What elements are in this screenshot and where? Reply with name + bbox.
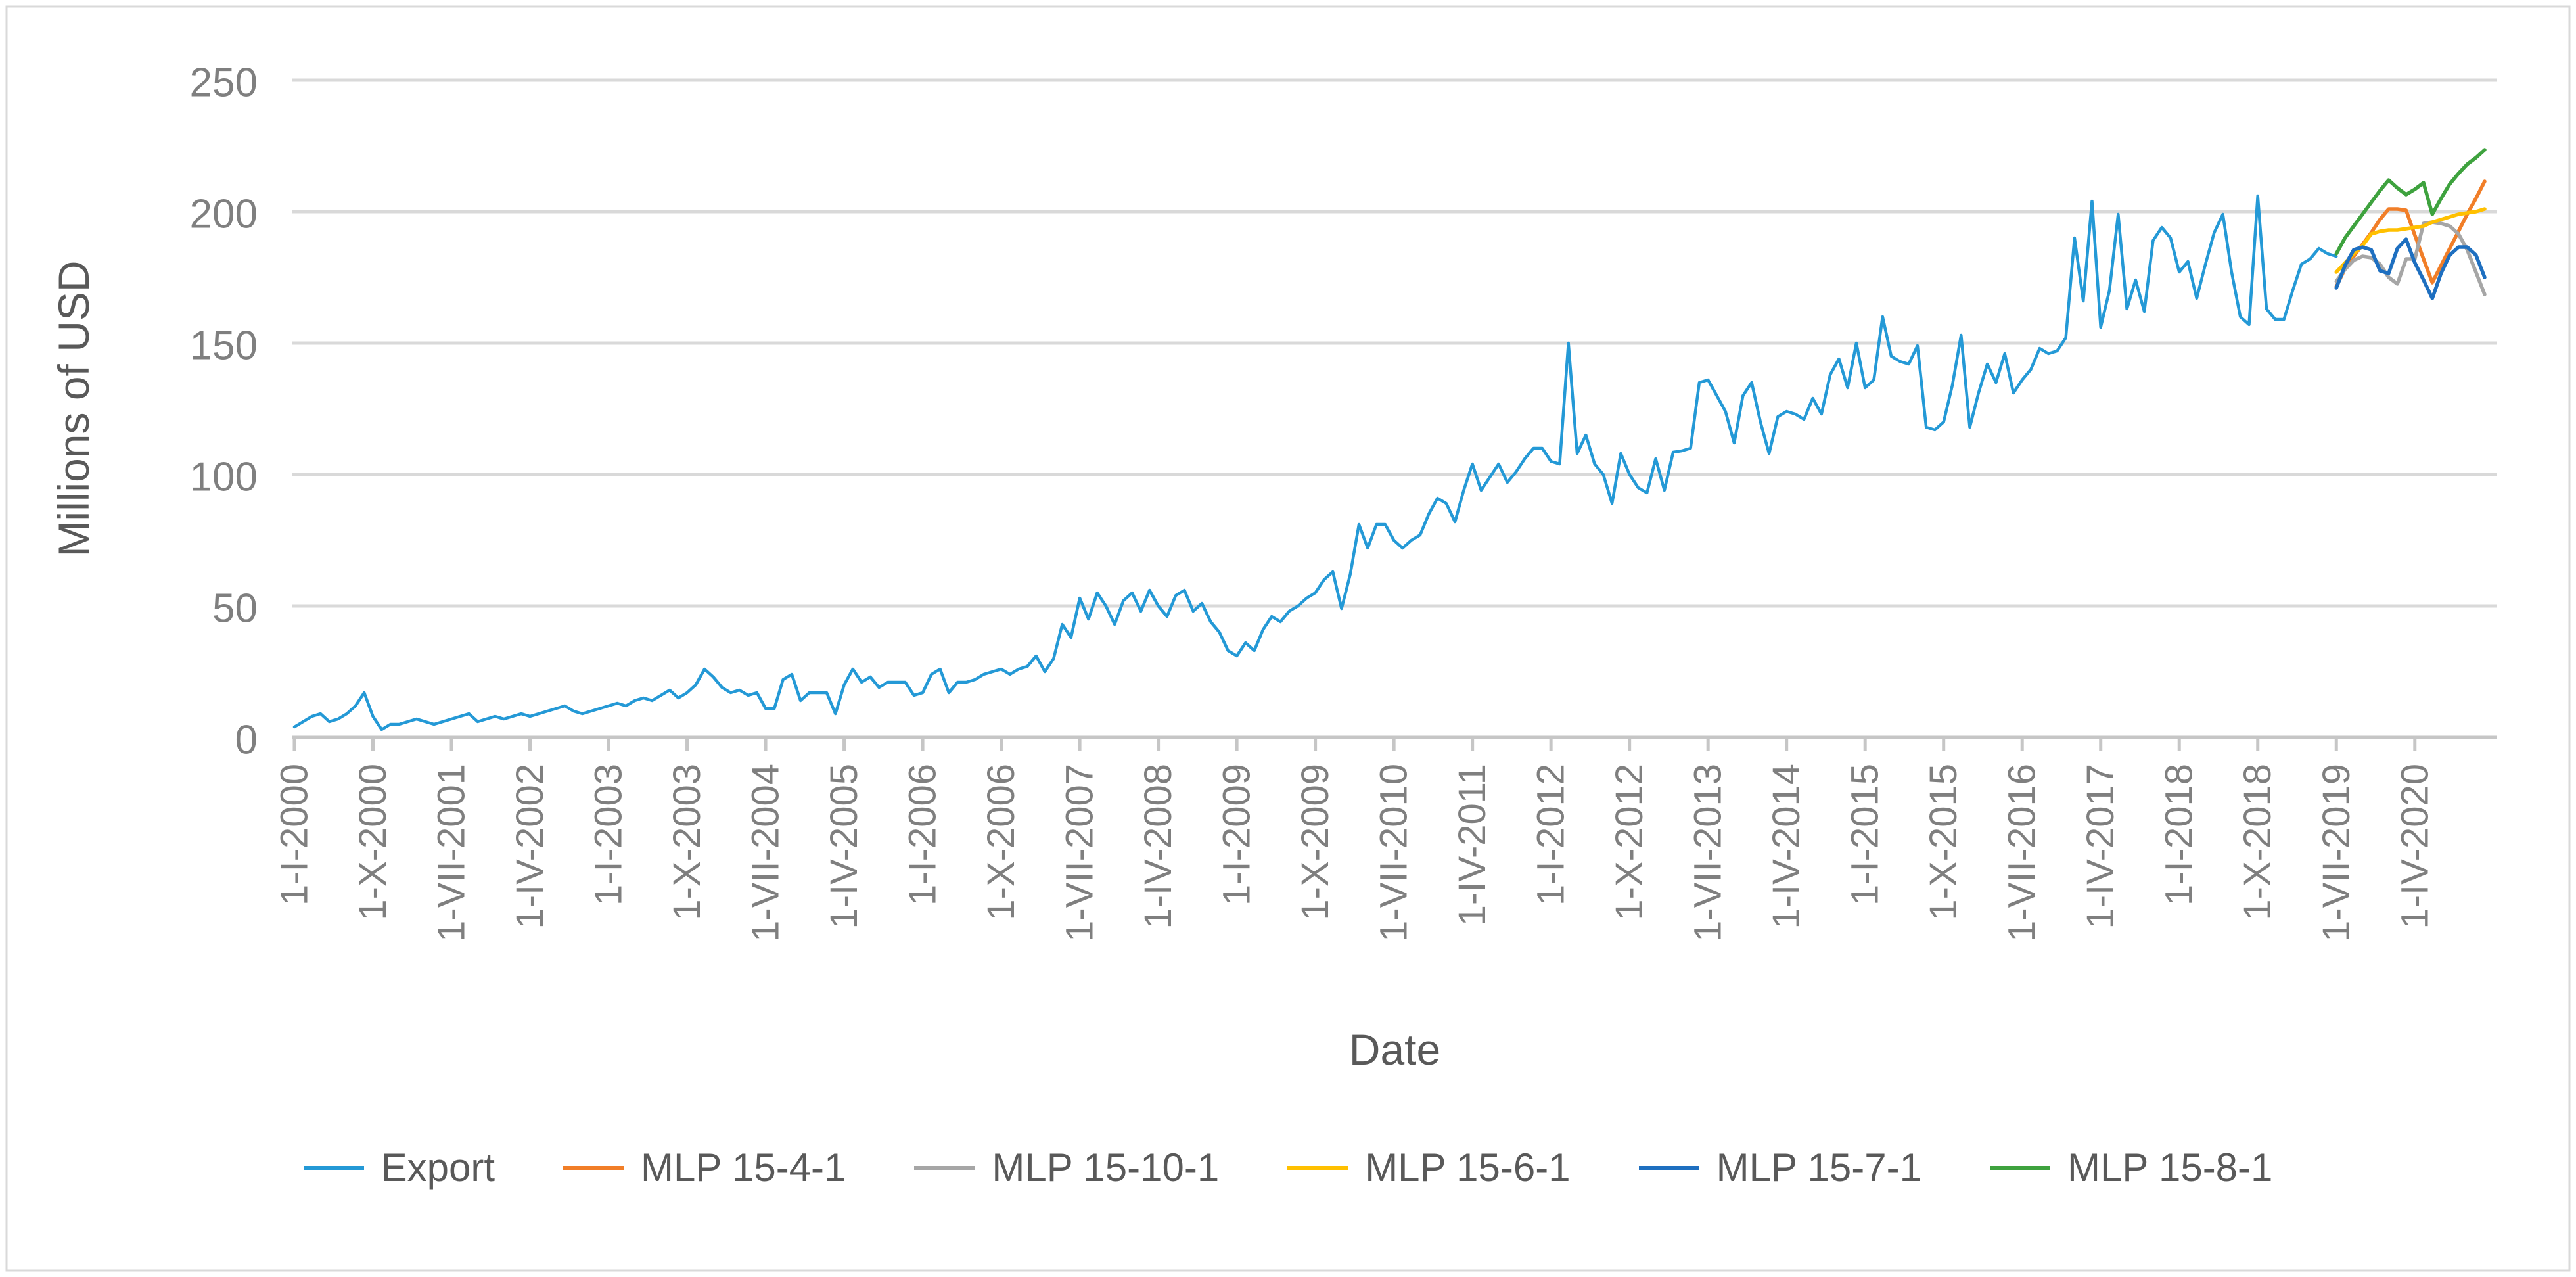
series-line-export [292, 194, 2338, 731]
legend-item-mlp-15-8-1[interactable]: MLP 15-8-1 [1990, 1145, 2272, 1190]
x-tick-label: 1-X-2015 [1922, 764, 1965, 921]
series-line-mlp-15-8-1 [2334, 148, 2487, 256]
legend-label: MLP 15-10-1 [992, 1146, 1220, 1190]
x-tick-label: 1-X-2009 [1294, 764, 1337, 921]
legend-line-icon [1990, 1165, 2050, 1170]
x-tick-label: 1-X-2006 [980, 764, 1023, 921]
x-tick-label: 1-IV-2005 [823, 764, 865, 929]
x-tick-label: 1-X-2018 [2236, 764, 2279, 921]
x-tick-label: 1-X-2003 [666, 764, 708, 921]
x-tick-label: 1-IV-2020 [2393, 764, 2436, 929]
outer-border [5, 5, 2571, 1272]
legend-label: MLP 15-4-1 [641, 1146, 846, 1190]
legend-item-mlp-15-7-1[interactable]: MLP 15-7-1 [1638, 1145, 1921, 1190]
x-axis-title: Date [1349, 1025, 1440, 1074]
x-tick-label: 1-I-2012 [1530, 764, 1573, 906]
x-tick-label: 1-VII-2004 [745, 764, 787, 942]
x-tick-label: 1-IV-2008 [1137, 764, 1180, 929]
y-tick-label: 0 [235, 718, 258, 763]
legend-item-mlp-15-6-1[interactable]: MLP 15-6-1 [1287, 1145, 1571, 1190]
x-tick-label: 1-I-2003 [587, 764, 630, 906]
legend-item-export[interactable]: Export [303, 1145, 495, 1190]
y-tick-label: 50 [212, 586, 258, 632]
legend-label: MLP 15-6-1 [1365, 1146, 1571, 1190]
x-tick-label: 1-VII-2016 [2001, 764, 2044, 942]
y-tick-label: 250 [190, 60, 258, 106]
x-tick-label: 1-I-2006 [902, 764, 944, 906]
legend-label: MLP 15-7-1 [1716, 1146, 1921, 1190]
x-tick-label: 1-VII-2001 [430, 764, 473, 942]
legend-line-icon [914, 1165, 975, 1170]
x-tick-label: 1-I-2009 [1216, 764, 1258, 906]
x-tick-label: 1-I-2000 [273, 764, 316, 906]
x-tick-label: 1-I-2018 [2158, 764, 2201, 906]
y-axis-title: Millions of USD [49, 260, 98, 557]
legend-label: MLP 15-8-1 [2067, 1146, 2273, 1190]
x-tick-label: 1-VII-2010 [1373, 764, 1415, 942]
legend-line-icon [1287, 1165, 1348, 1170]
x-tick-label: 1-VII-2007 [1059, 764, 1101, 942]
y-tick-label: 200 [190, 192, 258, 237]
x-tick-label: 1-IV-2017 [2079, 764, 2122, 929]
chart-legend: Export MLP 15-4-1 MLP 15-10-1 MLP 15-6-1 MLP… [0, 1145, 2576, 1190]
legend-item-mlp-15-4-1[interactable]: MLP 15-4-1 [563, 1145, 846, 1190]
x-tick-label: 1-VII-2013 [1687, 764, 1730, 942]
x-tick-label: 1-IV-2011 [1451, 764, 1494, 926]
legend-line-icon [303, 1165, 364, 1170]
legend-label: Export [380, 1146, 495, 1190]
x-tick-label: 1-IV-2002 [509, 764, 551, 929]
series-line-mlp-15-7-1 [2334, 237, 2487, 300]
x-tick-label: 1-I-2015 [1844, 764, 1887, 906]
x-tick-label: 1-X-2012 [1608, 764, 1651, 921]
x-tick-label: 1-VII-2019 [2315, 764, 2358, 942]
y-tick-label: 100 [190, 455, 258, 500]
x-tick-label: 1-IV-2014 [1765, 764, 1808, 929]
legend-item-mlp-15-10-1[interactable]: MLP 15-10-1 [914, 1145, 1219, 1190]
legend-line-icon [1638, 1165, 1699, 1170]
x-tick-label: 1-X-2000 [352, 764, 394, 921]
legend-line-icon [563, 1165, 624, 1170]
y-tick-label: 150 [190, 323, 258, 369]
series-line-mlp-15-10-1 [2334, 220, 2487, 296]
